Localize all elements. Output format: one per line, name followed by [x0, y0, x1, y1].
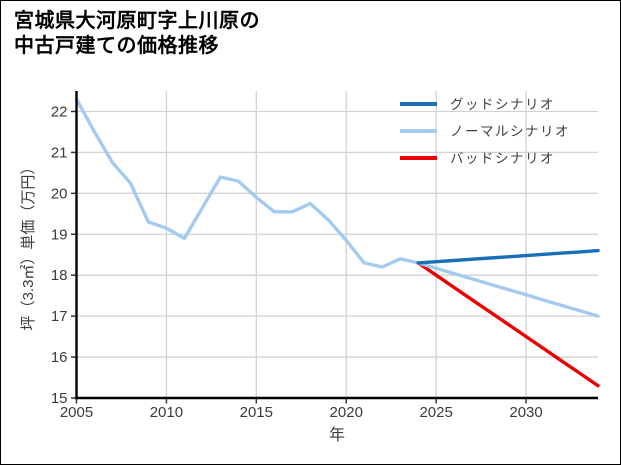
good-scenario-line: [416, 248, 600, 265]
x-tick-label: 2015: [240, 404, 273, 421]
y-tick-label: 21: [51, 144, 68, 161]
x-tick-label: 2025: [419, 404, 452, 421]
y-tick-label: 18: [51, 267, 68, 284]
y-tick-label: 19: [51, 226, 68, 243]
legend-label-good-scenario: グッドシナリオ: [450, 97, 555, 112]
legend-label-normal-scenario: ノーマルシナリオ: [450, 124, 570, 139]
y-axis-label: 坪（3.3㎡）単価（万円）: [20, 159, 37, 331]
x-axis-label: 年: [328, 427, 345, 444]
x-tick-label: 2010: [150, 404, 183, 421]
x-tick-label: 2020: [330, 404, 363, 421]
y-tick-label: 16: [51, 349, 68, 366]
chart-title: 宮城県大河原町字上川原の 中古戸建ての価格推移: [14, 9, 260, 59]
y-tick-label: 22: [51, 103, 68, 120]
chart-title-line1: 宮城県大河原町字上川原の: [14, 10, 260, 32]
x-tick-label: 2005: [60, 404, 93, 421]
legend-label-bad-scenario: バッドシナリオ: [450, 151, 555, 166]
bad-scenario-line: [416, 261, 600, 388]
y-tick-label: 15: [51, 390, 68, 407]
chart-title-line2: 中古戸建ての価格推移: [14, 35, 219, 57]
y-tick-label: 20: [51, 185, 68, 202]
x-tick-label: 2030: [509, 404, 542, 421]
y-tick-label: 17: [51, 308, 68, 325]
normal-scenario-line: [416, 261, 600, 318]
history-line: [74, 97, 420, 269]
